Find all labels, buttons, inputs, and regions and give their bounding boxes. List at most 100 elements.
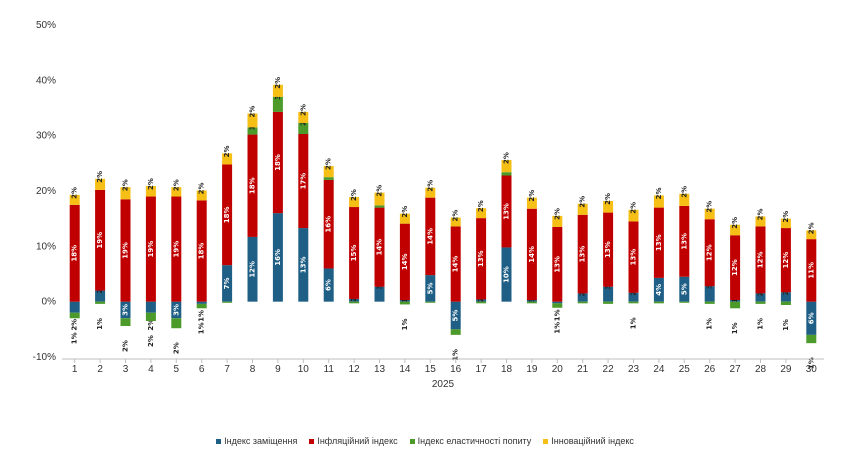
data-label: 19%: [172, 241, 180, 258]
bar-segment: [69, 204, 80, 302]
data-label: 12%: [731, 259, 739, 276]
bar-segment: [552, 215, 563, 227]
legend-swatch: [309, 439, 315, 445]
bar-segment: [247, 113, 258, 128]
bar-segment: [730, 224, 741, 236]
data-label: 19%: [147, 241, 155, 258]
data-label: 1%: [630, 317, 638, 329]
bar-segment: [196, 301, 207, 304]
data-label: 15%: [350, 245, 358, 262]
x-tick-label: 29: [780, 364, 792, 375]
data-label: 13%: [553, 256, 561, 273]
bar-segment: [425, 187, 436, 198]
y-tick-label: 30%: [36, 131, 56, 142]
data-label: 2%: [452, 210, 460, 222]
bar-segment: [450, 301, 461, 330]
data-label: 14%: [401, 253, 409, 270]
bar-segment: [145, 301, 156, 313]
x-tick-label: 28: [755, 364, 767, 375]
data-label: 1%: [198, 310, 206, 322]
data-label: 2%: [147, 178, 155, 190]
legend-swatch: [409, 439, 415, 445]
legend-swatch: [543, 439, 549, 445]
legend-label: Індекс еластичності попиту: [417, 436, 532, 446]
x-tick-label: 27: [730, 364, 742, 375]
bar-segment: [145, 312, 156, 322]
bar-segment: [577, 301, 588, 304]
bar-segment: [120, 187, 131, 200]
data-label: 13%: [655, 234, 663, 251]
legend-item[interactable]: Інноваційний індекс: [543, 436, 634, 446]
x-tick-label: 14: [399, 364, 411, 375]
y-tick-label: 0%: [42, 297, 57, 308]
bar-segment: [450, 217, 461, 227]
data-label: 12%: [757, 252, 765, 269]
y-tick-label: 50%: [36, 20, 56, 31]
data-label: 1%: [757, 318, 765, 330]
bar-segment: [272, 84, 283, 97]
x-tick-label: 11: [324, 364, 335, 375]
bar-segment: [526, 301, 537, 304]
data-label: 13%: [680, 233, 688, 250]
legend-swatch: [216, 439, 222, 445]
bar-segment: [222, 265, 233, 302]
bar-segment: [196, 190, 207, 201]
data-label: 2%: [782, 211, 790, 223]
data-label: 13%: [630, 249, 638, 266]
bar-segment: [628, 209, 639, 222]
data-label: 2%: [223, 145, 231, 157]
data-label: 1%: [71, 332, 79, 344]
x-tick-label: 6: [199, 364, 205, 375]
data-label: 17%: [299, 173, 307, 190]
bar-segment: [628, 221, 639, 293]
bar-segment: [501, 172, 512, 176]
bar-segment: [501, 247, 512, 302]
data-label: 1%: [401, 318, 409, 330]
bar-segment: [145, 196, 156, 302]
bar-segment: [577, 203, 588, 215]
x-tick-label: 25: [679, 364, 691, 375]
bar-segment: [69, 301, 80, 313]
bar-segment: [374, 192, 385, 206]
data-label: 1%: [198, 322, 206, 334]
bar-segment: [349, 207, 360, 299]
bar-segment: [577, 293, 588, 302]
bar-segment: [704, 301, 715, 304]
x-tick-label: 10: [298, 364, 310, 375]
legend-label: Інфляційний індекс: [317, 436, 398, 446]
bar-segment: [450, 329, 461, 335]
data-label: 14%: [452, 256, 460, 273]
x-tick-label: 9: [275, 364, 281, 375]
bar-segment: [704, 286, 715, 302]
data-label: 18%: [223, 206, 231, 223]
x-tick-label: 15: [425, 364, 437, 375]
data-label: 6%: [325, 279, 333, 291]
legend-item[interactable]: Індекс еластичності попиту: [409, 436, 532, 446]
bar-segment: [95, 301, 106, 304]
bar-segment: [69, 312, 80, 319]
legend-label: Інноваційний індекс: [551, 436, 634, 446]
bar-segment: [323, 166, 334, 178]
bar-segment: [222, 153, 233, 165]
bar-segment: [399, 300, 410, 302]
bar-segment: [780, 228, 791, 293]
data-label: 14%: [528, 246, 536, 263]
x-tick-label: 26: [704, 364, 716, 375]
data-label: 2%: [731, 217, 739, 229]
bar-segment: [145, 186, 156, 197]
data-label: 18%: [249, 177, 257, 194]
bar-segment: [222, 164, 233, 266]
bar-segment: [272, 111, 283, 214]
data-label: 2%: [553, 208, 561, 220]
data-label: 2%: [630, 202, 638, 214]
bar-segment: [272, 96, 283, 112]
legend-item[interactable]: Інфляційний індекс: [309, 436, 398, 446]
bar-segment: [171, 318, 182, 329]
x-tick-label: 24: [653, 364, 665, 375]
legend-item[interactable]: Індекс заміщення: [216, 436, 297, 446]
x-tick-label: 17: [476, 364, 488, 375]
bar-segment: [501, 175, 512, 248]
bar-segment: [298, 228, 309, 302]
bar-segment: [171, 301, 182, 319]
bar-segment: [298, 122, 309, 135]
